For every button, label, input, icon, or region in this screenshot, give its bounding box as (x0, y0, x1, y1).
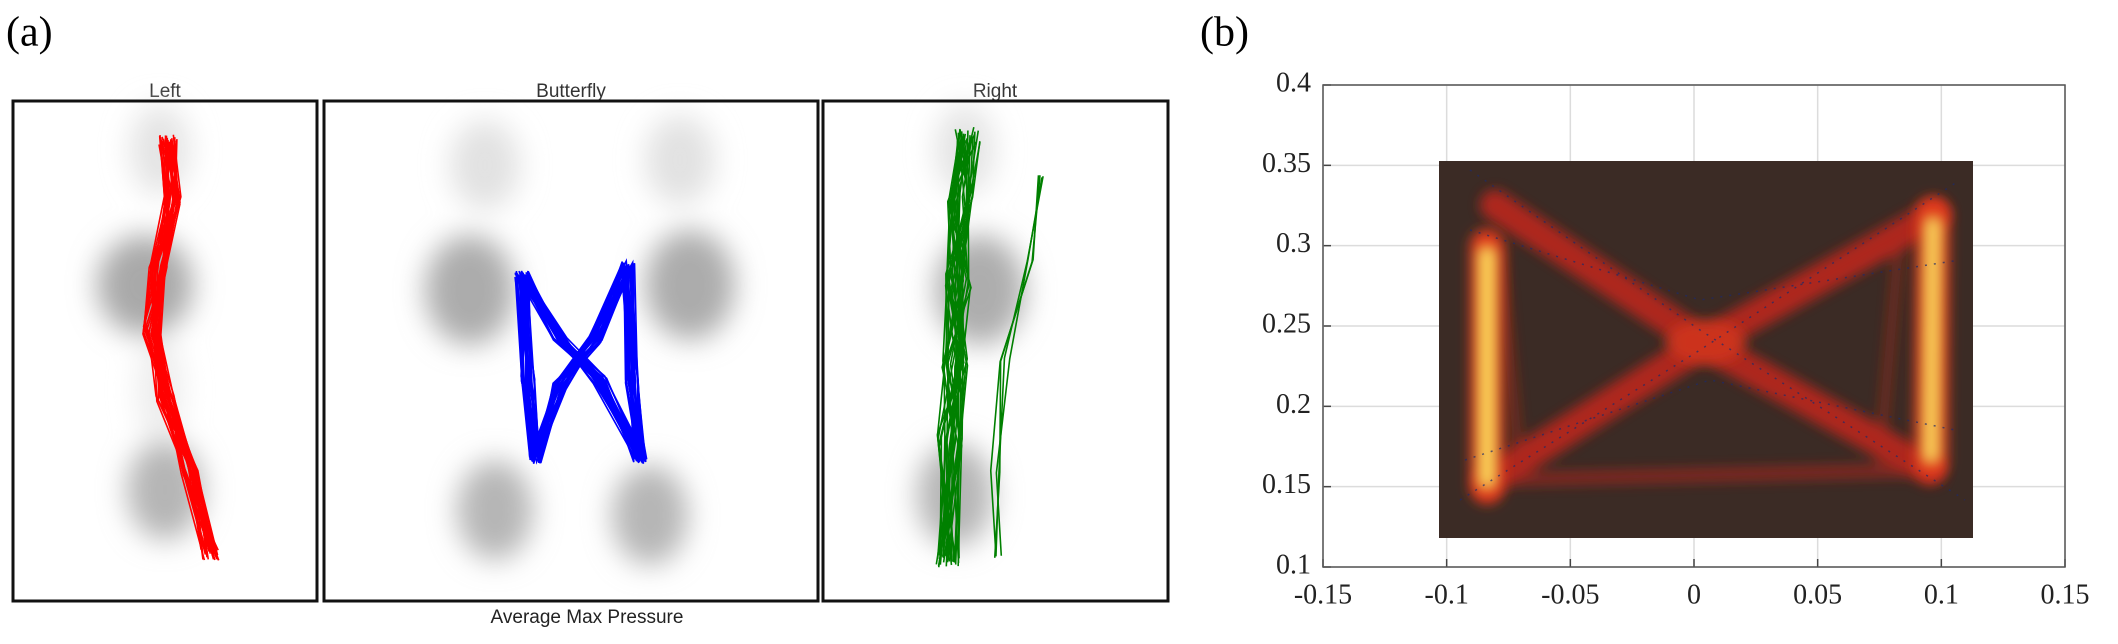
trajectory-line (518, 267, 640, 464)
y-tick-label: 0.4 (1276, 67, 1311, 98)
trajectory-line (151, 137, 215, 553)
x-tick-label: -0.15 (1294, 579, 1352, 610)
trajectory-line (939, 135, 965, 555)
panel-title: Left (149, 81, 181, 102)
panel-label: (b) (1200, 10, 1249, 56)
y-tick-label: 0.15 (1262, 469, 1311, 500)
trajectory-line (939, 141, 981, 557)
trajectory-line (995, 176, 1044, 557)
y-tick-label: 0.35 (1262, 148, 1311, 179)
panel-frame (821, 99, 1170, 603)
caption: Average Max Pressure (491, 607, 684, 628)
trajectory-line (142, 134, 217, 554)
trajectories (142, 127, 1044, 568)
panel-frame (11, 99, 319, 603)
trajectory-line (937, 137, 972, 567)
trajectory-line (156, 138, 206, 551)
trajectory-line (149, 141, 203, 551)
trajectory-line (941, 142, 981, 557)
trajectory-line (519, 264, 645, 461)
panel-title: Butterfly (536, 81, 606, 102)
y-tick-label: 0.3 (1276, 228, 1311, 259)
panel-title: Right (973, 81, 1018, 102)
y-tick-label: 0.25 (1262, 308, 1311, 339)
x-tick-label: 0.1 (1924, 579, 1959, 610)
y-tick-label: 0.2 (1276, 389, 1311, 420)
trajectory-line (995, 177, 1043, 556)
trajectory-line (142, 138, 210, 560)
heatmap (1439, 161, 1973, 538)
x-tick-label: 0.05 (1793, 579, 1842, 610)
trajectory-line (939, 128, 963, 556)
trajectory-line (145, 143, 212, 554)
y-tick-label: 0.1 (1276, 549, 1311, 580)
x-tick-label: 0 (1687, 579, 1701, 610)
x-tick-label: -0.05 (1541, 579, 1599, 610)
x-tick-label: 0.15 (2041, 579, 2090, 610)
trajectory-line (520, 264, 648, 461)
panel-label: (a) (6, 10, 53, 56)
x-tick-label: -0.1 (1425, 579, 1469, 610)
axes-frame (1322, 84, 2066, 568)
panel-frame (322, 99, 820, 603)
